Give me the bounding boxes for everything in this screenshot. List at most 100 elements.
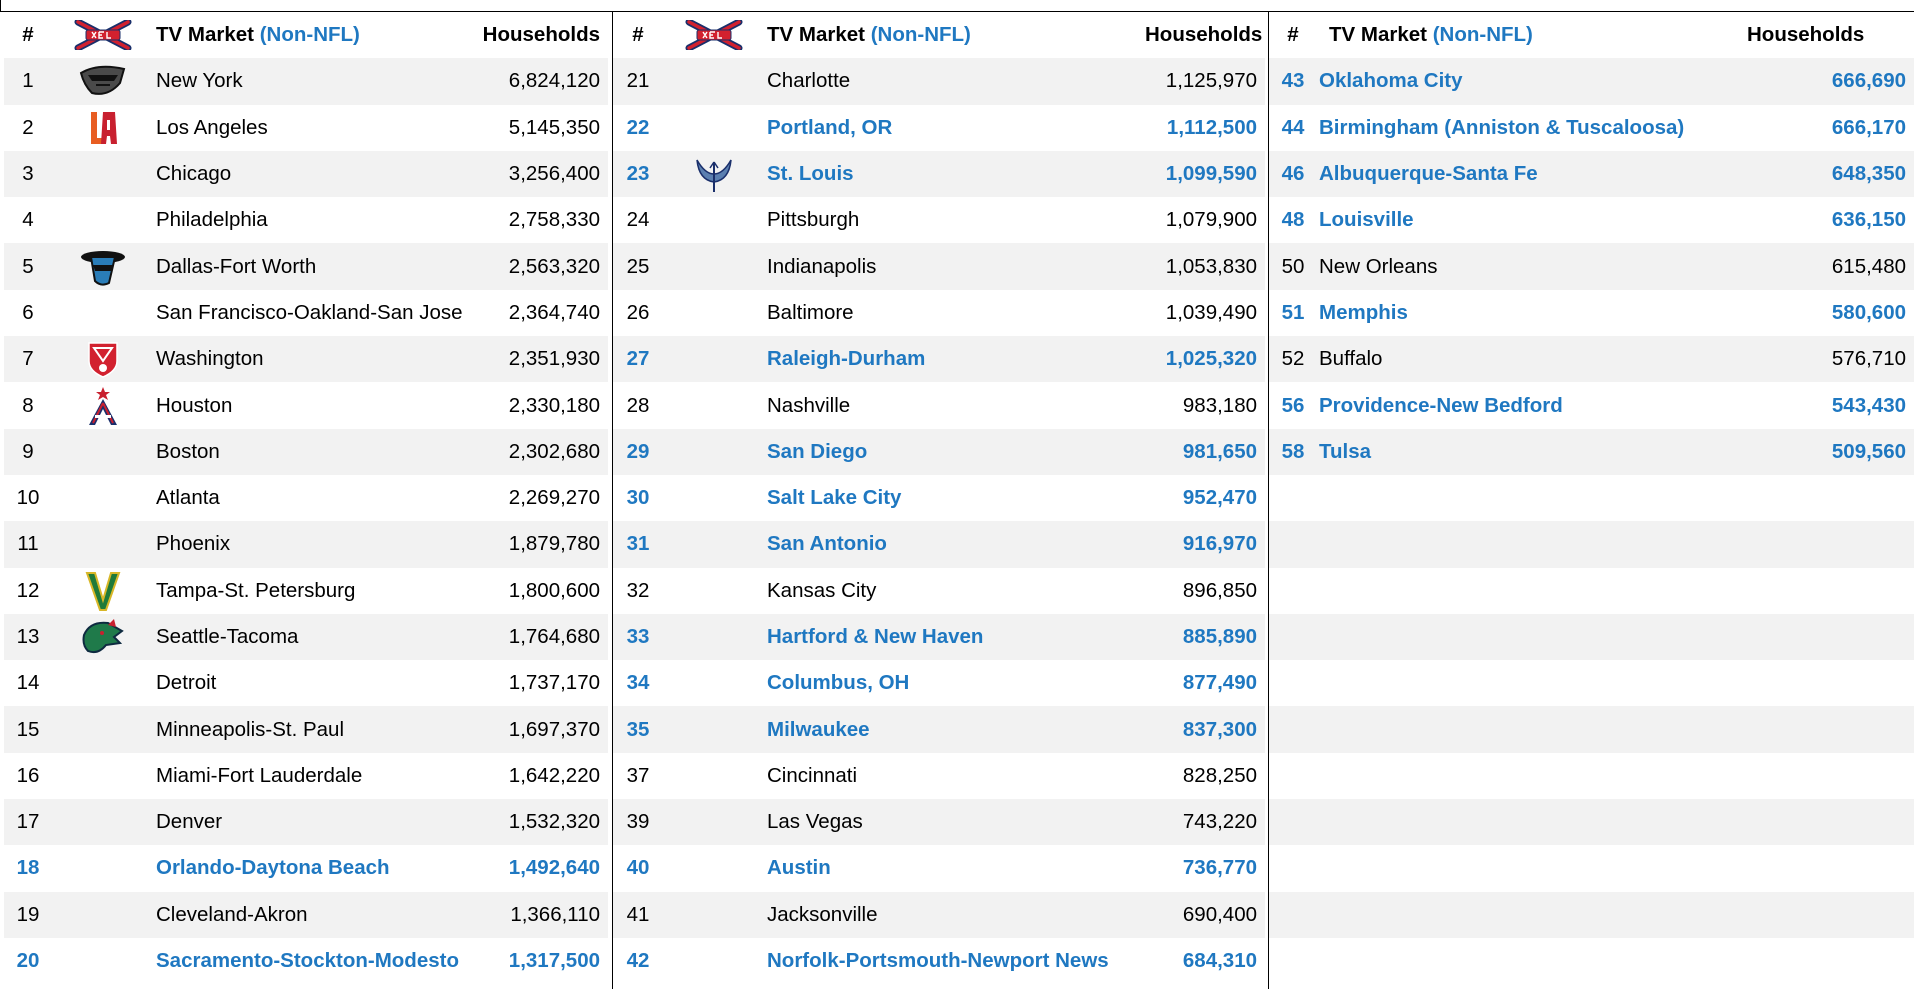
rank-cell: 3 (4, 150, 52, 198)
logo-cell (52, 660, 154, 706)
table-row: 27 Raleigh-Durham 1,025,320 (613, 336, 1265, 383)
logo-cell (663, 706, 765, 753)
market-cell (1317, 660, 1747, 706)
table-row (1269, 753, 1914, 799)
market-cell: Sacramento-Stockton-Modesto (156, 949, 459, 973)
households-cell (1747, 475, 1914, 521)
households-cell: 3,256,400 (468, 150, 608, 198)
households-cell: 684,310 (1182, 949, 1257, 973)
market-cell: Jacksonville (765, 891, 1145, 938)
households-header: Households (1145, 23, 1263, 47)
table-row: 3 Chicago 3,256,400 (4, 150, 608, 198)
logo-cell (663, 753, 765, 799)
market-cell: Milwaukee (765, 706, 1145, 753)
market-cell: Memphis (1319, 300, 1408, 324)
rank-cell (1269, 660, 1317, 706)
rank-cell: 50 (1269, 243, 1317, 290)
rank-cell: 58 (1269, 428, 1317, 475)
column-divider-2 (1268, 12, 1269, 989)
rank-cell (1269, 753, 1317, 799)
table-row (1269, 660, 1914, 706)
households-cell: 916,970 (1145, 521, 1265, 568)
logo-cell (52, 290, 154, 336)
households-cell: 952,470 (1182, 486, 1257, 510)
corner-tick (0, 0, 1, 12)
market-cell: Albuquerque-Santa Fe (1317, 150, 1747, 198)
rank-cell: 34 (626, 671, 650, 695)
rank-cell (1269, 845, 1317, 891)
table-row: 51 Memphis 580,600 (1269, 290, 1914, 336)
logo-cell (663, 799, 765, 846)
rank-cell: 42 (626, 949, 650, 973)
table-row: 42 Norfolk-Portsmouth-Newport News 684,310 (613, 938, 1265, 984)
rank-cell: 24 (626, 208, 650, 232)
households-cell: 2,330,180 (508, 393, 600, 417)
table-row: 26 Baltimore 1,039,490 (613, 290, 1265, 336)
households-cell: 1,800,600 (508, 578, 600, 602)
logo-cell (52, 938, 154, 984)
market-cell: Buffalo (1317, 336, 1747, 383)
rank-cell: 14 (16, 671, 40, 695)
rank-cell: 12 (16, 578, 40, 602)
rank-cell (1269, 613, 1317, 661)
rank-header: # (632, 23, 644, 47)
logo-cell (663, 336, 765, 383)
rank-cell: 40 (626, 856, 650, 880)
market-table-1: # TV Market (Non-NFL) Households 1 New Yo… (4, 12, 608, 984)
logo-cell (663, 382, 765, 428)
households-cell: 2,269,270 (508, 486, 600, 510)
logo-cell (663, 243, 765, 290)
tampa-bay-vipers-logo (52, 568, 154, 614)
market-cell: Cincinnati (767, 763, 858, 787)
households-cell: 2,563,320 (468, 243, 608, 290)
logo-cell (663, 428, 765, 475)
households-cell (1747, 891, 1914, 938)
households-cell (1747, 938, 1914, 984)
households-cell: 1,039,490 (1165, 300, 1257, 324)
table-row: 50 New Orleans 615,480 (1269, 243, 1914, 290)
market-cell: Los Angeles (156, 115, 268, 139)
table-row: 10 Atlanta 2,269,270 (4, 475, 608, 521)
table-row (1269, 799, 1914, 846)
rank-cell: 22 (626, 115, 650, 139)
rank-cell: 35 (613, 706, 663, 753)
table-row: 40 Austin 736,770 (613, 845, 1265, 891)
table-header: # TV Market (Non-NFL) Households (4, 12, 608, 58)
market-cell: Nashville (767, 393, 851, 417)
logo-cell (52, 706, 154, 753)
market-header-suffix: (Non-NFL) (870, 23, 971, 47)
table-row (1269, 706, 1914, 753)
market-cell: Pittsburgh (767, 208, 860, 232)
households-cell: 1,112,500 (1166, 115, 1257, 139)
logo-cell (663, 891, 765, 938)
market-cell: New York (154, 58, 468, 105)
rank-cell: 13 (4, 613, 52, 661)
market-cell: Orlando-Daytona Beach (156, 856, 390, 880)
market-cell (1317, 613, 1747, 661)
rank-cell: 26 (626, 300, 650, 324)
market-cell: New Orleans (1317, 243, 1747, 290)
new-york-guardians-logo (52, 58, 154, 105)
logo-cell (52, 891, 154, 938)
households-cell: 1,125,970 (1145, 58, 1265, 105)
logo-cell (663, 938, 765, 984)
logo-cell (663, 521, 765, 568)
market-cell: Las Vegas (765, 799, 1145, 846)
table-row: 52 Buffalo 576,710 (1269, 336, 1914, 383)
table-header: # TV Market (Non-NFL) Households (1269, 12, 1914, 58)
market-header-suffix: (Non-NFL) (259, 23, 360, 47)
table-row: 9 Boston 2,302,680 (4, 428, 608, 475)
market-cell: Tulsa (1317, 428, 1747, 475)
market-cell: Tampa-St. Petersburg (156, 578, 356, 602)
market-cell: San Diego (765, 428, 1145, 475)
rank-cell: 9 (4, 428, 52, 475)
rank-cell: 21 (613, 58, 663, 105)
houston-roughnecks-logo (52, 382, 154, 428)
market-cell (1317, 475, 1747, 521)
households-cell: 2,758,330 (508, 208, 600, 232)
rank-cell: 25 (613, 243, 663, 290)
table-row: 33 Hartford & New Haven 885,890 (613, 613, 1265, 661)
market-table-3: # TV Market (Non-NFL) Households 43 Oklah… (1269, 12, 1914, 984)
households-cell: 981,650 (1145, 428, 1265, 475)
rank-cell: 29 (613, 428, 663, 475)
